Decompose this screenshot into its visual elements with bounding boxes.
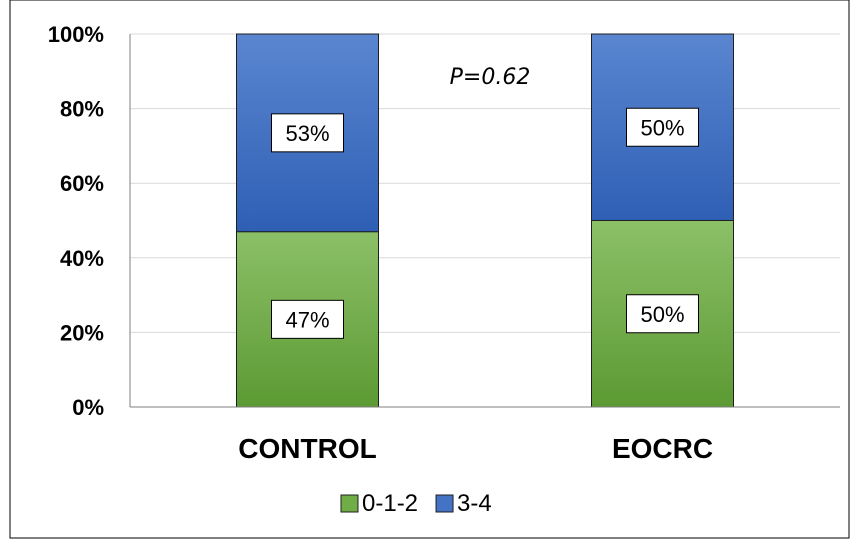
data-label-text: 50%	[640, 115, 684, 140]
data-label-box	[626, 107, 699, 147]
x-tick-label: EOCRC	[612, 433, 713, 464]
y-tick-label: 80%	[60, 97, 104, 122]
y-tick-label: 0%	[72, 395, 104, 420]
data-label: 50%	[626, 107, 699, 147]
legend-swatch	[435, 494, 454, 513]
data-label: 53%	[271, 113, 344, 153]
legend-label: 0-1-2	[362, 490, 418, 517]
legend: 0-1-2 3-4	[340, 490, 492, 517]
y-tick-label: 100%	[48, 22, 104, 47]
y-tick-label: 60%	[60, 171, 104, 196]
legend-swatch	[340, 494, 359, 513]
data-label: 47%	[271, 299, 344, 339]
data-label-text: 53%	[285, 121, 329, 146]
data-label-text: 47%	[285, 307, 329, 332]
data-label-text: 50%	[640, 302, 684, 327]
y-tick-label: 40%	[60, 246, 104, 271]
x-tick-label: CONTROL	[238, 433, 376, 464]
legend-label: 3-4	[457, 490, 492, 517]
data-label: 50%	[626, 294, 699, 334]
bar-control-series-0	[236, 231, 379, 408]
p-value-annotation: P=0.62	[450, 65, 531, 90]
data-label-box	[626, 294, 699, 334]
y-tick-label: 20%	[60, 320, 104, 345]
data-label-box	[271, 113, 344, 153]
data-label-box	[271, 299, 344, 339]
axis-layer: 0% 20% 40% 60% 80% 100% CONTROL EOCRC	[48, 22, 840, 464]
data-label-layer: 47% 53% 50% 50%	[271, 107, 699, 339]
bar-layer	[236, 33, 734, 408]
